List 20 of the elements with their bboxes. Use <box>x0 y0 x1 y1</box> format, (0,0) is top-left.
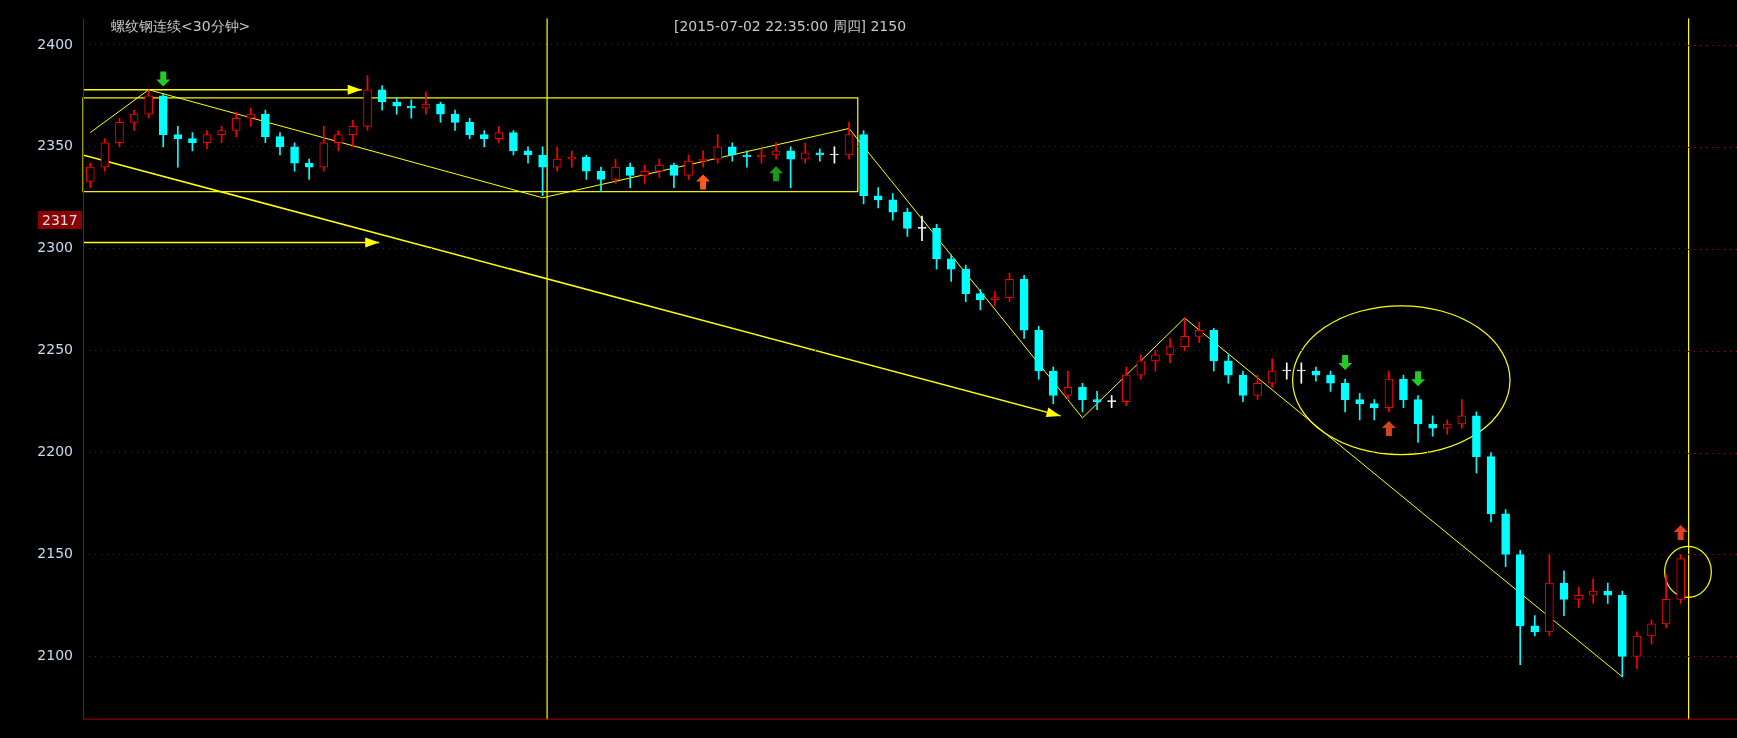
candlestick <box>1369 399 1379 421</box>
chart-subtitle: [2015-07-02 22:35:00 周四] 2150 <box>673 18 907 36</box>
candlestick <box>173 126 183 168</box>
candlestick <box>1588 578 1598 604</box>
y-tick-label: 2300 <box>37 239 73 256</box>
candlestick <box>1282 362 1292 380</box>
y-tick-label: 2350 <box>37 137 73 154</box>
candlestick <box>990 291 1000 307</box>
y-tick-label: 2200 <box>37 443 73 460</box>
candlestick <box>1092 391 1102 411</box>
chart-title: 螺纹钢连续<30分钟> <box>111 18 251 36</box>
candlestick <box>304 158 314 180</box>
y-tick-label: 2400 <box>37 35 73 52</box>
y-tick-label: 2150 <box>37 545 73 562</box>
y-tick-label: 2100 <box>37 647 73 664</box>
text: 2317 <box>38 211 82 229</box>
candlestick <box>1355 393 1365 421</box>
candlestick <box>873 187 883 209</box>
candlestick <box>1603 582 1613 604</box>
y-tick-label: 2250 <box>37 341 73 358</box>
